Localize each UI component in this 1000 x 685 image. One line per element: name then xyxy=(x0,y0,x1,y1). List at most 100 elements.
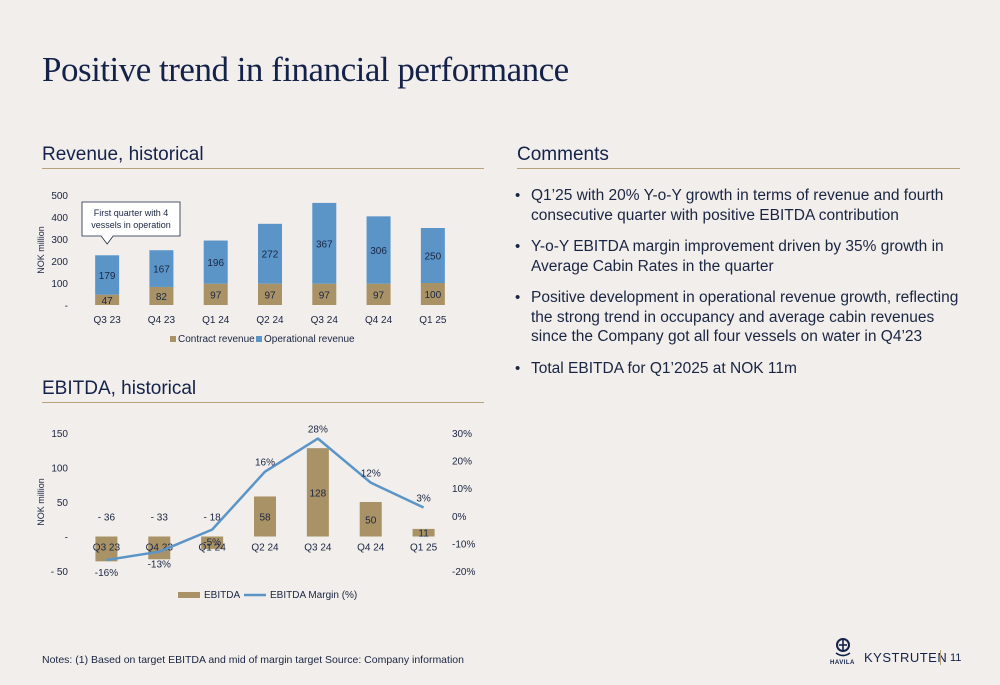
data-label: 97 xyxy=(319,290,331,301)
y-tick-label: 500 xyxy=(51,191,68,202)
bar-contract xyxy=(366,283,391,305)
x-tick-label: Q1 24 xyxy=(199,543,227,554)
line-data-label: 3% xyxy=(416,494,431,505)
x-tick-label: Q1 25 xyxy=(419,315,447,326)
data-label: 97 xyxy=(373,290,385,301)
bar-data-label: - 33 xyxy=(151,513,169,524)
x-tick-label: Q3 23 xyxy=(94,315,122,326)
y-tick-label: - xyxy=(65,301,68,312)
company-logo: HAVILA KYSTRUTEN xyxy=(828,636,960,672)
bar-data-label: - 18 xyxy=(204,513,222,524)
bar-operational xyxy=(203,240,228,284)
line-data-label: -16% xyxy=(95,568,118,579)
page-number: 11 xyxy=(950,652,962,664)
legend-swatch xyxy=(170,336,176,342)
ebitda-bar xyxy=(201,536,224,549)
x-tick-label: Q3 24 xyxy=(304,543,332,554)
line-data-label: 16% xyxy=(255,458,275,469)
ebitda-bar xyxy=(254,496,276,537)
bar-operational xyxy=(366,216,391,284)
x-tick-label: Q3 24 xyxy=(311,315,339,326)
y2-tick-label: -20% xyxy=(452,567,475,578)
ebitda-bar xyxy=(306,448,329,537)
havila-logo-icon xyxy=(835,638,851,657)
x-tick-label: Q4 23 xyxy=(148,315,176,326)
logo-text: KYSTRUTEN xyxy=(864,650,948,665)
bar-data-label: 128 xyxy=(310,488,327,499)
data-label: 97 xyxy=(210,290,222,301)
page-title: Positive trend in financial performance xyxy=(42,50,569,89)
bar-data-label: 50 xyxy=(365,515,377,526)
comment-item: Y-o-Y EBITDA margin improvement driven b… xyxy=(515,237,965,276)
x-tick-label: Q4 24 xyxy=(365,315,393,326)
ebitda-chart: - 50 - 50 100 150 -20% -10% 0% 10% 20% 30% NOK mill… xyxy=(36,425,475,601)
bar-data-label: 58 xyxy=(259,512,271,523)
y2-tick-label: 10% xyxy=(452,484,472,495)
comment-item: Total EBITDA for Q1’2025 at NOK 11m xyxy=(515,359,965,379)
y-axis-label: NOK million xyxy=(36,478,46,526)
data-label: 179 xyxy=(99,271,116,282)
ebitda-heading: EBITDA, historical xyxy=(42,378,197,399)
ebitda-bar xyxy=(95,536,118,562)
line-data-label: -5% xyxy=(203,538,221,549)
y-tick-label: 300 xyxy=(51,235,68,246)
annotation-callout xyxy=(81,201,181,245)
footnote: Notes: (1) Based on target EBITDA and mi… xyxy=(42,654,464,666)
comments-heading: Comments xyxy=(517,144,609,165)
line-data-label: 12% xyxy=(361,469,381,480)
ebitda-bar xyxy=(359,502,382,537)
y2-tick-label: -10% xyxy=(452,539,475,550)
bar-contract xyxy=(420,283,445,305)
bar-operational xyxy=(312,202,337,284)
ebitda-bar xyxy=(412,528,435,537)
legend-label: Operational revenue xyxy=(264,334,355,345)
revenue-heading: Revenue, historical xyxy=(42,144,204,165)
data-label: 250 xyxy=(425,252,442,263)
legend-swatch xyxy=(256,336,262,342)
x-tick-label: Q2 24 xyxy=(251,543,279,554)
y-tick-label: 150 xyxy=(51,429,68,440)
legend-label: EBITDA xyxy=(204,590,240,601)
x-tick-label: Q1 25 xyxy=(410,543,438,554)
comment-item: Positive development in operational reve… xyxy=(515,288,965,347)
y-tick-label: 50 xyxy=(57,498,69,509)
line-data-label: 28% xyxy=(308,425,328,436)
data-label: 100 xyxy=(425,290,442,301)
data-label: 97 xyxy=(264,290,276,301)
data-label: 367 xyxy=(316,239,333,250)
annotation-text-line: First quarter with 4 xyxy=(94,208,169,218)
x-tick-label: Q1 24 xyxy=(202,315,230,326)
x-tick-label: Q4 24 xyxy=(357,543,385,554)
y-tick-label: 400 xyxy=(51,213,68,224)
bar-data-label: 11 xyxy=(418,529,429,540)
ebitda-heading-rule xyxy=(42,402,484,403)
data-label: 272 xyxy=(262,250,279,261)
bar-operational xyxy=(149,250,174,287)
annotation-text-line: vessels in operation xyxy=(91,220,171,230)
revenue-heading-rule xyxy=(42,168,484,169)
bar-operational xyxy=(95,255,120,295)
logo-small-text: HAVILA xyxy=(830,660,855,666)
comment-item: Q1’25 with 20% Y-o-Y growth in terms of … xyxy=(515,186,965,225)
bar-contract xyxy=(258,283,282,305)
bar-contract xyxy=(203,283,228,305)
legend-swatch-ebitda xyxy=(178,592,200,598)
data-label: 47 xyxy=(102,296,114,307)
revenue-chart: - 100 200 300 400 500 NOK million 47 179 Q3 23 82 1… xyxy=(36,191,447,345)
y2-tick-label: 0% xyxy=(452,512,467,523)
logo-separator xyxy=(940,650,941,665)
y-tick-label: 200 xyxy=(51,257,68,268)
y-axis-label: NOK million xyxy=(36,226,46,274)
y2-tick-label: 20% xyxy=(452,457,472,468)
data-label: 167 xyxy=(153,265,170,276)
bar-data-label: - 36 xyxy=(98,513,116,524)
data-label: 306 xyxy=(370,246,387,257)
bar-contract xyxy=(312,283,337,305)
comments-list: Q1’25 with 20% Y-o-Y growth in terms of … xyxy=(515,186,965,390)
x-tick-label: Q4 23 xyxy=(146,543,174,554)
legend-label: EBITDA Margin (%) xyxy=(270,590,357,601)
y-tick-label: - xyxy=(65,533,68,544)
bar-contract xyxy=(149,286,174,305)
data-label: 82 xyxy=(156,292,168,303)
y-tick-label: 100 xyxy=(51,464,68,475)
